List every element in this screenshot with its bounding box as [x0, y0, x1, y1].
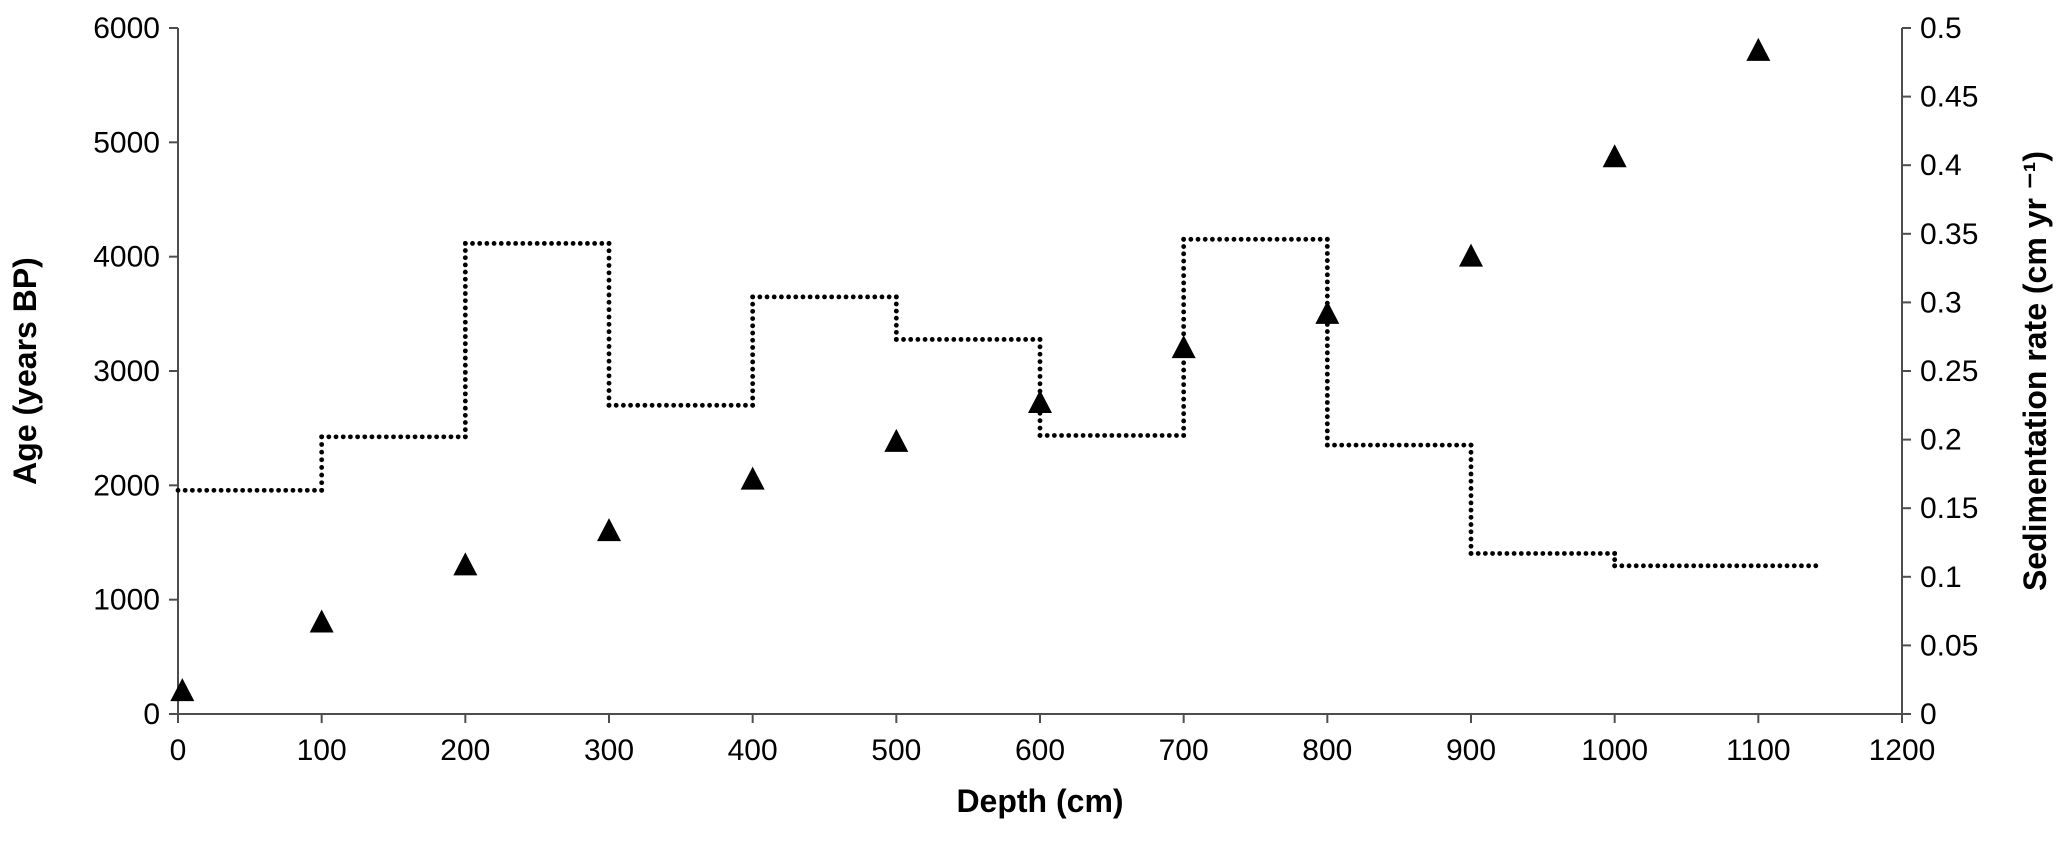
- age-point-marker: [597, 518, 621, 542]
- x-tick-label: 0: [170, 734, 187, 767]
- age-point-marker: [1171, 335, 1196, 359]
- right-y-tick-label: 0.1: [1920, 561, 1962, 594]
- right-axis-ticks: 0 0.05 0.1 0.15 0.2 0.25 0.3 0.35 0.4 0.45 0.5: [1902, 12, 1978, 731]
- x-tick-label: 900: [1446, 734, 1496, 767]
- x-tick-label: 1000: [1581, 734, 1648, 767]
- age-depth-markers: [170, 37, 1771, 702]
- left-y-tick-label: 1000: [93, 584, 160, 617]
- right-y-tick-label: 0.15: [1920, 492, 1978, 525]
- x-axis-title: Depth (cm): [956, 783, 1123, 819]
- x-axis-ticks: 0 100 200 300 400 500 600 700 800 900 1000 1100 1200: [170, 714, 1936, 767]
- right-y-tick-label: 0.05: [1920, 629, 1978, 662]
- right-y-tick-label: 0.5: [1920, 12, 1962, 45]
- left-y-tick-label: 5000: [93, 126, 160, 159]
- right-y-tick-label: 0: [1920, 698, 1937, 731]
- left-y-tick-label: 3000: [93, 355, 160, 388]
- right-y-tick-label: 0.35: [1920, 218, 1978, 251]
- right-y-tick-label: 0.25: [1920, 355, 1978, 388]
- age-point-marker: [1602, 144, 1627, 168]
- right-y-tick-label: 0.2: [1920, 424, 1962, 457]
- age-point-marker: [170, 678, 195, 702]
- right-y-tick-label: 0.45: [1920, 81, 1978, 114]
- x-tick-label: 1200: [1869, 734, 1936, 767]
- x-tick-label: 1100: [1726, 734, 1791, 767]
- left-y-tick-label: 6000: [93, 12, 160, 45]
- age-point-marker: [740, 466, 765, 490]
- age-point-marker: [1746, 37, 1771, 61]
- x-tick-label: 700: [1159, 734, 1209, 767]
- x-tick-label: 400: [728, 734, 778, 767]
- age-point-marker: [309, 609, 334, 633]
- x-tick-label: 200: [440, 734, 490, 767]
- age-point-marker: [1028, 390, 1052, 414]
- age-point-marker: [1459, 243, 1483, 267]
- x-tick-label: 600: [1015, 734, 1065, 767]
- right-y-tick-label: 0.4: [1920, 149, 1962, 182]
- left-y-tick-label: 4000: [93, 241, 160, 274]
- left-y-tick-label: 0: [143, 698, 160, 731]
- left-axis-ticks: 0 1000 2000 3000 4000 5000 6000: [93, 12, 178, 731]
- left-y-tick-label: 2000: [93, 469, 160, 502]
- age-point-marker: [1315, 300, 1340, 324]
- age-point-marker: [884, 428, 909, 452]
- x-tick-label: 500: [871, 734, 921, 767]
- x-tick-label: 800: [1302, 734, 1352, 767]
- age-point-marker: [453, 552, 478, 576]
- sedimentation-rate-dotted-line: [175, 236, 1819, 569]
- x-tick-label: 300: [584, 734, 634, 767]
- x-tick-label: 100: [297, 734, 347, 767]
- right-y-axis-title: Sedimentation rate (cm yr ⁻¹): [2017, 151, 2053, 591]
- right-y-tick-label: 0.3: [1920, 286, 1962, 319]
- left-y-axis-title: Age (years BP): [7, 257, 43, 485]
